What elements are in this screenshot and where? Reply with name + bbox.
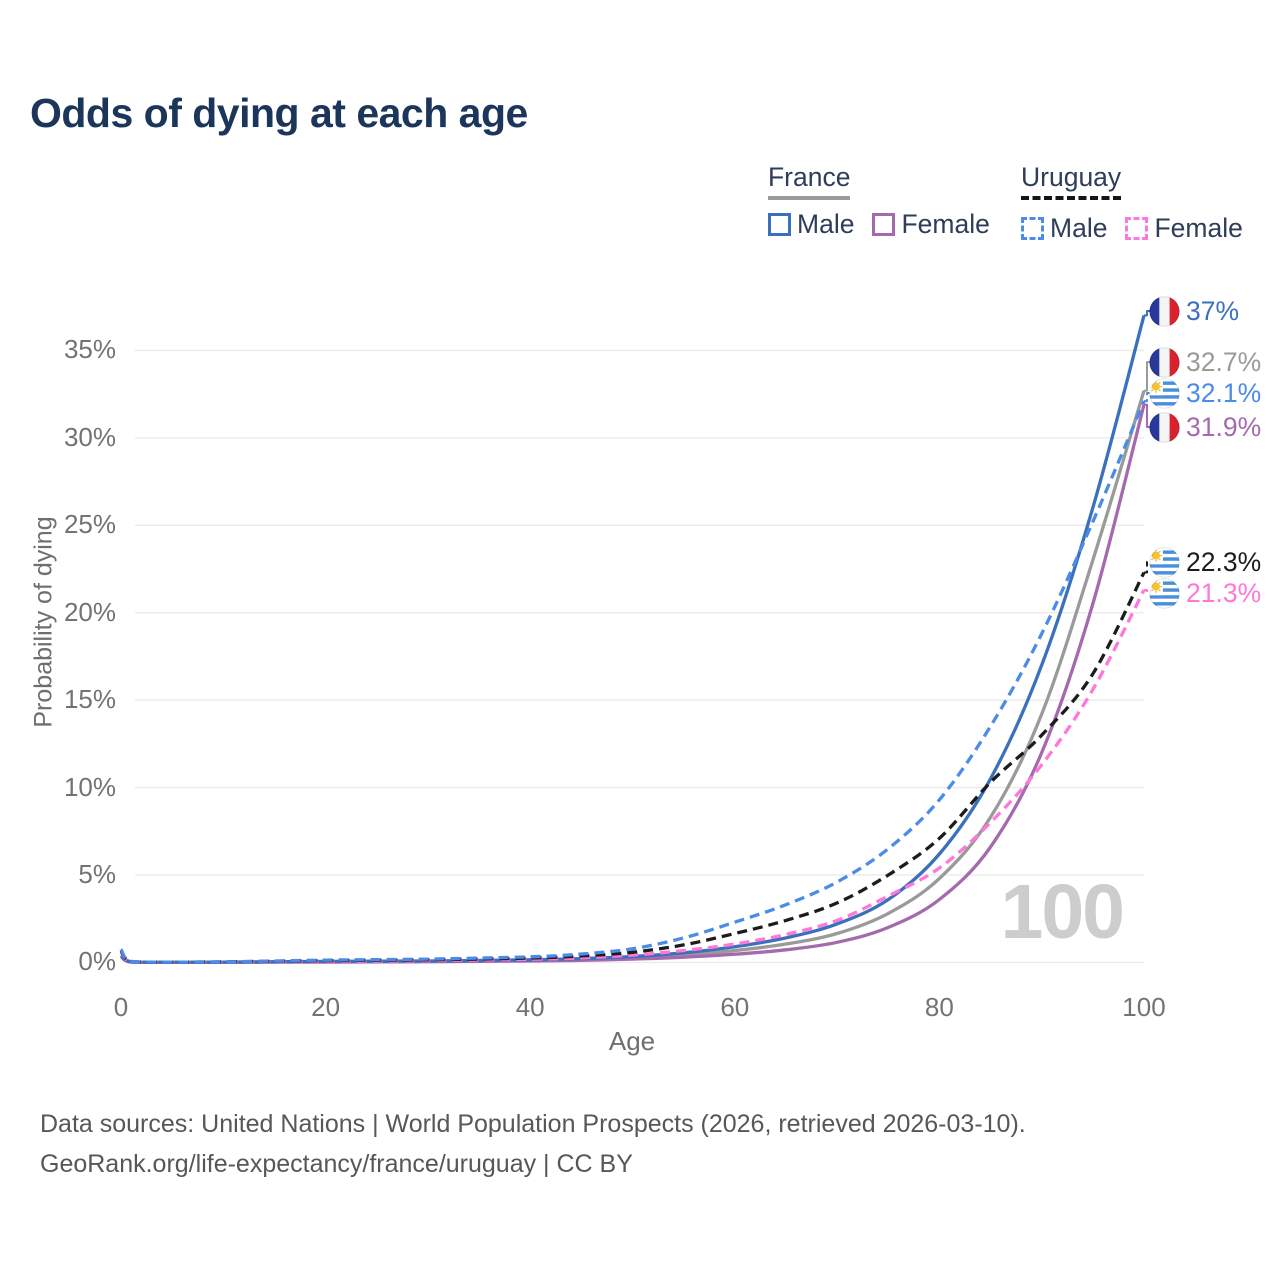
y-tick-label: 25%	[63, 509, 116, 540]
legend-country-france[interactable]: France	[768, 162, 851, 200]
end-label-uruguay-male: 32.1%	[1149, 377, 1261, 409]
y-tick-label: 15%	[63, 684, 116, 715]
end-label-value: 21.3%	[1186, 578, 1262, 608]
line-uruguay-total[interactable]	[119, 571, 1146, 964]
legend-item-uruguay-female[interactable]: Female	[1125, 213, 1243, 244]
line-france-total[interactable]	[119, 390, 1146, 964]
leader-uruguay-male	[1144, 392, 1150, 403]
y-tick-label: 0%	[78, 946, 116, 977]
end-label-value: 22.3%	[1186, 547, 1262, 577]
leader-france-total	[1144, 361, 1150, 392]
y-tick-label: 10%	[63, 771, 116, 802]
legend-underline-1	[1021, 196, 1122, 204]
legend-country-uruguay[interactable]: Uruguay	[1021, 162, 1122, 204]
legend-country-uruguay-label: Uruguay	[1021, 162, 1122, 192]
footer-link: GeoRank.org/life-expectancy/france/urugu…	[40, 1150, 633, 1178]
legend-box-1-0	[1021, 217, 1044, 240]
legend-group-france: France Male Female	[768, 162, 990, 240]
leader-france-female	[1144, 403, 1150, 428]
y-tick-label: 30%	[63, 421, 116, 452]
uruguay-flag-icon	[1149, 377, 1180, 409]
y-tick-label: 5%	[78, 858, 116, 889]
line-france-female[interactable]	[119, 404, 1146, 965]
leader-france-male	[1144, 310, 1150, 317]
x-tick-label: 40	[515, 992, 545, 1022]
legend-item-france-female-label: Female	[901, 209, 990, 239]
x-tick-label: 100	[1122, 992, 1166, 1022]
end-label-value: 31.9%	[1186, 412, 1262, 442]
legend-box-0-0	[768, 213, 791, 236]
y-tick-label: 20%	[63, 596, 116, 627]
age-watermark: 100	[1000, 869, 1125, 955]
end-label-value: 37%	[1186, 296, 1240, 326]
legend-country-france-label: France	[768, 162, 851, 192]
end-label-france-total: 32.7%	[1149, 346, 1261, 378]
x-axis-title: Age	[608, 1026, 656, 1056]
y-axis-title: Probability of dying	[29, 516, 58, 728]
end-label-france-female: 31.9%	[1149, 411, 1261, 443]
legend-box-0-1	[872, 213, 896, 236]
end-label-value: 32.7%	[1186, 347, 1262, 377]
uruguay-flag-icon	[1149, 546, 1180, 578]
legend-item-france-male[interactable]: Male	[768, 209, 854, 240]
france-flag-icon	[1149, 295, 1180, 327]
line-france-male[interactable]	[119, 314, 1146, 964]
end-label-france-male: 37%	[1149, 295, 1239, 327]
legend-item-france-male-label: Male	[797, 209, 855, 239]
footer-sources: Data sources: United Nations | World Pop…	[40, 1110, 1026, 1138]
line-uruguay-male[interactable]	[119, 400, 1146, 964]
legend-box-1-1	[1125, 217, 1149, 240]
page-title: Odds of dying at each age	[30, 90, 528, 136]
end-label-value: 32.1%	[1186, 378, 1262, 408]
x-tick-label: 0	[113, 992, 129, 1022]
y-tick-label: 35%	[63, 334, 116, 365]
france-flag-icon	[1149, 346, 1180, 378]
legend-item-uruguay-female-label: Female	[1154, 213, 1243, 243]
legend-item-france-female[interactable]: Female	[872, 209, 990, 240]
france-flag-icon	[1149, 411, 1180, 443]
x-tick-label: 60	[720, 992, 750, 1022]
end-label-uruguay-total: 22.3%	[1149, 546, 1261, 578]
leader-uruguay-female	[1144, 589, 1150, 594]
end-label-uruguay-female: 21.3%	[1149, 577, 1261, 609]
footer: Data sources: United Nations | World Pop…	[40, 1104, 1026, 1184]
legend-group-uruguay: Uruguay Male Female	[1021, 162, 1243, 244]
legend-underline-0	[768, 196, 851, 200]
x-tick-label: 20	[311, 992, 341, 1022]
legend-item-uruguay-male-label: Male	[1050, 213, 1108, 243]
x-tick-label: 80	[924, 992, 954, 1022]
legend-item-uruguay-male[interactable]: Male	[1021, 213, 1107, 244]
uruguay-flag-icon	[1149, 577, 1180, 609]
leader-uruguay-total	[1144, 561, 1150, 574]
